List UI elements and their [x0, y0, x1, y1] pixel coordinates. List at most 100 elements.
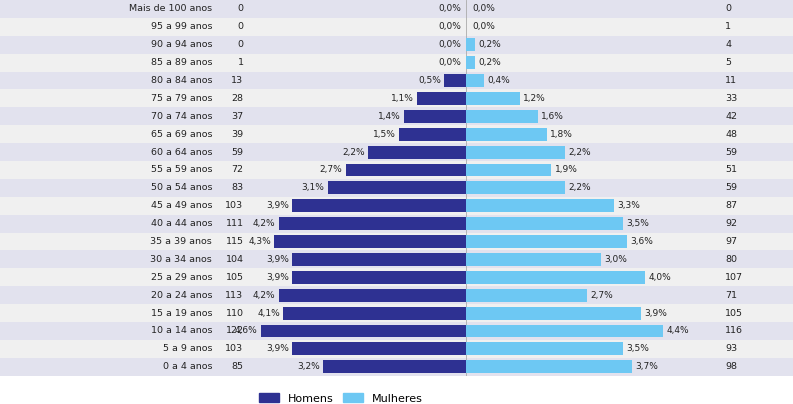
Text: 3,6%: 3,6%: [630, 237, 653, 246]
Text: 1,4%: 1,4%: [378, 112, 400, 121]
Text: 10 a 14 anos: 10 a 14 anos: [151, 326, 213, 335]
Text: 3,9%: 3,9%: [266, 273, 289, 282]
Bar: [0, 268, 793, 286]
Text: 90 a 94 anos: 90 a 94 anos: [151, 40, 213, 49]
Bar: [0, 125, 793, 143]
Bar: [466, 92, 520, 105]
Bar: [261, 324, 466, 337]
Bar: [0, 233, 793, 250]
Text: 48: 48: [726, 130, 737, 139]
Text: 3,7%: 3,7%: [635, 362, 658, 371]
Text: 1,8%: 1,8%: [550, 130, 573, 139]
Text: 0,0%: 0,0%: [472, 4, 495, 13]
Text: 70 a 74 anos: 70 a 74 anos: [151, 112, 213, 121]
Text: 13: 13: [232, 76, 243, 85]
Bar: [466, 271, 646, 284]
Text: 0,4%: 0,4%: [488, 76, 511, 85]
Bar: [444, 74, 466, 87]
Bar: [466, 307, 641, 320]
Text: 4,2%: 4,2%: [253, 219, 275, 228]
Text: 15 a 19 anos: 15 a 19 anos: [151, 309, 213, 318]
Text: 104: 104: [225, 255, 243, 264]
Bar: [0, 197, 793, 215]
Text: 2,2%: 2,2%: [568, 147, 591, 157]
Bar: [0, 18, 793, 36]
Bar: [466, 145, 565, 158]
Text: 28: 28: [232, 94, 243, 103]
Bar: [466, 324, 663, 337]
Text: 0,0%: 0,0%: [472, 22, 495, 32]
Text: 107: 107: [726, 273, 743, 282]
Text: 42: 42: [726, 112, 737, 121]
Bar: [404, 110, 466, 123]
Text: 1,2%: 1,2%: [523, 94, 546, 103]
Bar: [466, 38, 476, 51]
Text: 75 a 79 anos: 75 a 79 anos: [151, 94, 213, 103]
Bar: [292, 343, 466, 356]
Text: 122: 122: [225, 326, 243, 335]
Bar: [0, 322, 793, 340]
Text: 2,7%: 2,7%: [591, 291, 613, 300]
Text: 1,6%: 1,6%: [542, 112, 564, 121]
Bar: [417, 92, 466, 105]
Text: 80 a 84 anos: 80 a 84 anos: [151, 76, 213, 85]
Bar: [466, 199, 614, 212]
Text: 95 a 99 anos: 95 a 99 anos: [151, 22, 213, 32]
Text: 1,1%: 1,1%: [391, 94, 414, 103]
Text: 80: 80: [726, 255, 737, 264]
Text: 2,2%: 2,2%: [568, 183, 591, 192]
Text: 0,0%: 0,0%: [438, 40, 461, 49]
Text: 93: 93: [726, 344, 737, 354]
Bar: [466, 128, 547, 141]
Text: 3,9%: 3,9%: [266, 255, 289, 264]
Text: Mais de 100 anos: Mais de 100 anos: [129, 4, 213, 13]
Bar: [346, 164, 466, 177]
Text: 1,9%: 1,9%: [554, 166, 577, 175]
Bar: [324, 360, 466, 373]
Text: 1: 1: [726, 22, 731, 32]
Bar: [0, 89, 793, 107]
Text: 4,2%: 4,2%: [253, 291, 275, 300]
Bar: [466, 56, 476, 69]
Bar: [328, 181, 466, 194]
Bar: [292, 199, 466, 212]
Text: 0,0%: 0,0%: [438, 58, 461, 67]
Bar: [0, 250, 793, 268]
Bar: [0, 107, 793, 125]
Bar: [466, 343, 623, 356]
Bar: [400, 128, 466, 141]
Text: 116: 116: [726, 326, 743, 335]
Bar: [0, 286, 793, 304]
Bar: [0, 72, 793, 89]
Bar: [292, 271, 466, 284]
Bar: [0, 36, 793, 54]
Bar: [274, 235, 466, 248]
Text: 0 a 4 anos: 0 a 4 anos: [163, 362, 213, 371]
Legend: Homens, Mulheres: Homens, Mulheres: [255, 389, 427, 404]
Bar: [368, 145, 466, 158]
Text: 40 a 44 anos: 40 a 44 anos: [151, 219, 213, 228]
Text: 45 a 49 anos: 45 a 49 anos: [151, 201, 213, 210]
Bar: [0, 179, 793, 197]
Text: 98: 98: [726, 362, 737, 371]
Text: 30 a 34 anos: 30 a 34 anos: [151, 255, 213, 264]
Text: 33: 33: [726, 94, 737, 103]
Text: 5 a 9 anos: 5 a 9 anos: [163, 344, 213, 354]
Bar: [466, 235, 627, 248]
Bar: [0, 340, 793, 358]
Text: 3,3%: 3,3%: [617, 201, 640, 210]
Text: 85: 85: [232, 362, 243, 371]
Text: 4: 4: [726, 40, 731, 49]
Text: 0: 0: [726, 4, 731, 13]
Bar: [466, 74, 485, 87]
Text: 59: 59: [726, 147, 737, 157]
Text: 25 a 29 anos: 25 a 29 anos: [151, 273, 213, 282]
Text: 4,1%: 4,1%: [257, 309, 280, 318]
Text: 92: 92: [726, 219, 737, 228]
Text: 5: 5: [726, 58, 731, 67]
Text: 72: 72: [232, 166, 243, 175]
Text: 2,7%: 2,7%: [320, 166, 343, 175]
Text: 1: 1: [237, 58, 243, 67]
Bar: [466, 164, 551, 177]
Text: 65 a 69 anos: 65 a 69 anos: [151, 130, 213, 139]
